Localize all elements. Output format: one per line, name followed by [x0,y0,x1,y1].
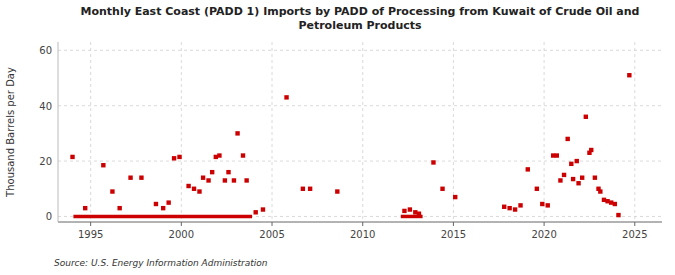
data-point [154,202,158,206]
data-point [584,115,588,119]
y-tick-label: 20 [39,156,52,167]
data-point [254,210,258,214]
source: Source: U.S. Energy Information Administ… [54,258,268,268]
y-axis-line [58,42,59,222]
data-point [569,162,573,166]
data-point [408,207,412,211]
y-grid-line [58,161,662,162]
data-point [558,178,562,182]
data-point [139,175,143,179]
data-point [502,205,506,209]
x-tick [453,222,454,226]
x-tick [90,222,91,226]
y-grid-line [58,216,662,217]
data-point [453,195,457,199]
x-grid-line [544,42,545,222]
x-tick-label: 2005 [259,229,284,240]
data-point [235,131,239,135]
x-tick-label: 1995 [78,229,103,240]
data-point [223,178,227,182]
data-point [301,187,305,191]
data-point [417,211,421,215]
data-point [201,175,205,179]
data-point [110,189,114,193]
x-tick [634,222,635,226]
x-tick-label: 2000 [169,229,194,240]
x-grid-line [272,42,273,222]
data-point [117,206,121,210]
y-tick-label: 0 [46,211,52,222]
data-point [546,203,550,207]
data-point [101,163,105,167]
data-point [217,153,221,157]
data-point [206,178,210,182]
x-grid-line [634,42,635,222]
data-point [580,175,584,179]
data-point [192,187,196,191]
data-point [440,187,444,191]
data-point [232,178,236,182]
data-point [226,170,230,174]
x-tick-label: 2020 [531,229,556,240]
x-tick [181,222,182,226]
plot-area [70,73,631,217]
data-point [244,178,248,182]
y-grid-line [58,105,662,106]
data-point [598,189,602,193]
y-grid-line [58,50,662,51]
data-point [507,206,511,210]
data-point [261,207,265,211]
y-tick-label: 60 [39,45,52,56]
data-point [513,207,517,211]
y-axis-label: Thousand Barrels per Day [5,67,16,198]
x-tick-label: 2010 [350,229,375,240]
data-point [535,187,539,191]
data-point [526,167,530,171]
x-tick-label: 2015 [441,229,466,240]
data-point [431,160,435,164]
grid [58,42,662,222]
data-point [70,155,74,159]
data-point [197,189,201,193]
data-point [128,175,132,179]
data-point [540,202,544,206]
data-point [166,200,170,204]
x-tick [362,222,363,226]
x-tick [272,222,273,226]
data-point [308,187,312,191]
data-point [177,155,181,159]
data-point [627,73,631,77]
data-point [402,209,406,213]
chart: Monthly East Coast (PADD 1) Imports by P… [0,0,675,275]
x-axis-line [58,222,662,223]
data-point [186,184,190,188]
data-point [613,202,617,206]
data-point [172,156,176,160]
data-point [161,206,165,210]
data-point [210,170,214,174]
data-point [562,173,566,177]
data-point [518,203,522,207]
zero-segment [73,215,252,219]
data-point [589,148,593,152]
title: Monthly East Coast (PADD 1) Imports by P… [80,5,639,32]
data-point [565,137,569,141]
x-grid-line [362,42,363,222]
data-point [571,177,575,181]
x-grid-line [181,42,182,222]
x-grid-line [90,42,91,222]
x-tick [544,222,545,226]
data-point [241,153,245,157]
data-point [575,159,579,163]
data-point [616,213,620,217]
data-point [335,189,339,193]
data-point [83,206,87,210]
data-point [576,181,580,185]
y-tick-label: 40 [39,101,52,112]
x-tick-label: 2025 [622,229,647,240]
data-point [555,153,559,157]
data-point [593,175,597,179]
data-point [284,95,288,99]
